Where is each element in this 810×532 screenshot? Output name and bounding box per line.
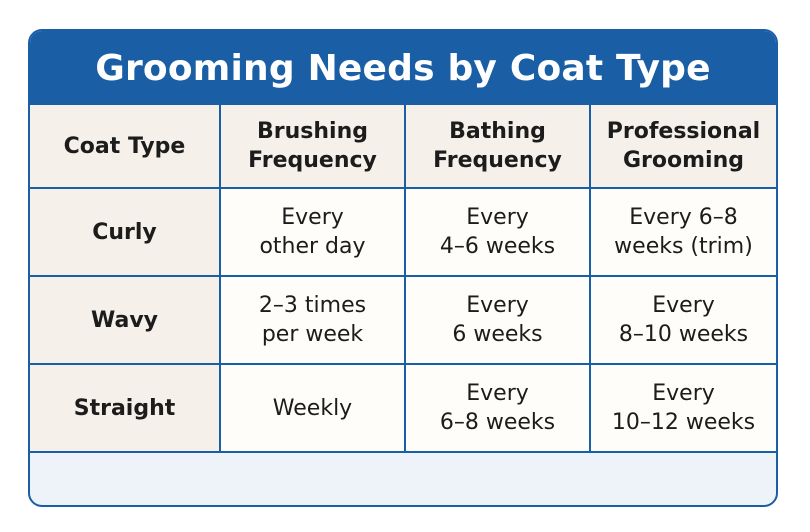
header-professional-line-1: Professional — [606, 119, 761, 144]
grooming-table: Coat Type Brushing Frequency Bathing Fre… — [30, 105, 776, 453]
coat-type-cell: Curly — [30, 187, 221, 277]
table-row-straight: Straight Weekly Every 6–8 weeks Every 10… — [30, 363, 776, 453]
bathing-cell: Every 6–8 weeks — [404, 363, 591, 453]
cell-line: 4–6 weeks — [439, 234, 556, 259]
bathing-cell: Every 6 weeks — [404, 275, 591, 365]
cell-line: other day — [259, 234, 366, 259]
cell-line: 6 weeks — [452, 322, 543, 347]
cell-line: Every 6–8 — [629, 205, 738, 230]
cell-line: Every — [652, 381, 715, 406]
cell-line: 6–8 weeks — [439, 410, 556, 435]
cell-line: Every — [466, 381, 529, 406]
cell-line: weeks (trim) — [614, 234, 753, 259]
cell-line: Every — [652, 293, 715, 318]
professional-cell: Every 6–8 weeks (trim) — [589, 187, 776, 277]
header-coat-type: Coat Type — [30, 105, 221, 189]
table-row-wavy: Wavy 2–3 times per week Every 6 weeks Ev… — [30, 275, 776, 365]
header-bathing: Bathing Frequency — [404, 105, 591, 189]
bathing-cell: Every 4–6 weeks — [404, 187, 591, 277]
professional-cell: Every 8–10 weeks — [589, 275, 776, 365]
header-row: Coat Type Brushing Frequency Bathing Fre… — [30, 105, 776, 189]
brushing-cell: Every other day — [219, 187, 406, 277]
header-bathing-line-2: Frequency — [433, 148, 562, 173]
brushing-cell: Weekly — [219, 363, 406, 453]
cell-line: Weekly — [272, 395, 353, 421]
cell-line: Every — [281, 205, 344, 230]
table-row-curly: Curly Every other day Every 4–6 weeks Ev… — [30, 187, 776, 277]
header-coat-type-label: Coat Type — [63, 133, 186, 159]
header-brushing-line-1: Brushing — [257, 119, 368, 144]
cell-line: 2–3 times — [258, 293, 367, 318]
cell-line: Every — [466, 205, 529, 230]
header-professional: Professional Grooming — [589, 105, 776, 189]
table-title: Grooming Needs by Coat Type — [30, 31, 776, 105]
cell-line: per week — [261, 322, 364, 347]
header-bathing-line-1: Bathing — [449, 119, 546, 144]
brushing-cell: 2–3 times per week — [219, 275, 406, 365]
cell-line: 8–10 weeks — [618, 322, 749, 347]
cell-line: Every — [466, 293, 529, 318]
header-brushing-line-2: Frequency — [248, 148, 377, 173]
cell-line: 10–12 weeks — [611, 410, 756, 435]
header-professional-line-2: Grooming — [622, 148, 744, 173]
coat-type-cell: Straight — [30, 363, 221, 453]
professional-cell: Every 10–12 weeks — [589, 363, 776, 453]
grooming-table-card: Grooming Needs by Coat Type Coat Type Br… — [28, 29, 778, 507]
coat-type-cell: Wavy — [30, 275, 221, 365]
header-brushing: Brushing Frequency — [219, 105, 406, 189]
